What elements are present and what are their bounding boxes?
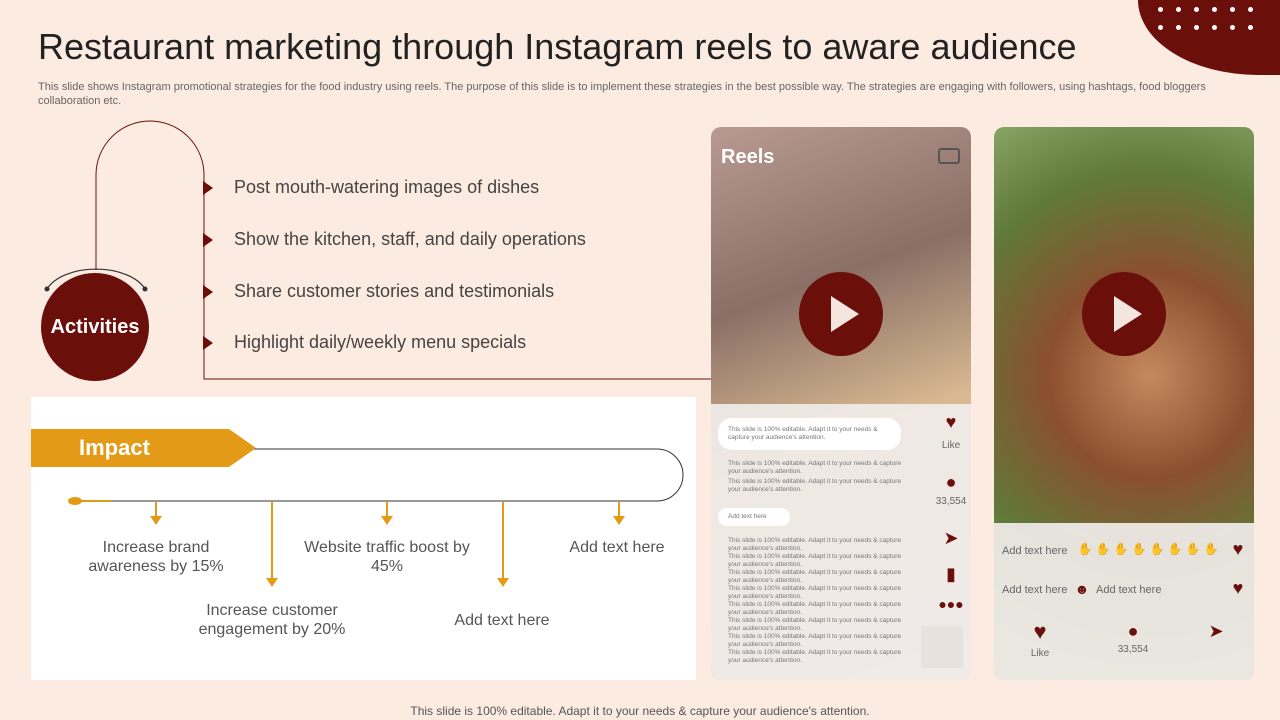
play-button[interactable] xyxy=(799,272,883,356)
like-heart-icon[interactable]: ♥ xyxy=(1033,619,1047,644)
arrow-down-icon xyxy=(613,516,625,525)
heart-icon[interactable]: ♥ xyxy=(1232,539,1244,559)
activities-badge: Activities xyxy=(41,273,149,381)
activity-item: Highlight daily/weekly menu specials xyxy=(234,332,527,352)
comment-icon[interactable]: ● xyxy=(1127,621,1139,641)
impact-timeline xyxy=(68,448,684,505)
camera-icon[interactable] xyxy=(938,148,960,164)
arrow-down-icon xyxy=(150,516,162,525)
reel-text: This slide is 100% editable. Adapt it to… xyxy=(728,649,902,664)
more-icon[interactable]: ●●● xyxy=(938,596,964,612)
reel-mockup-2: Add text here ✋ ✋ ✋ ✋ ✋ ✋ ✋ ✋ ♥ Add text here ☻… xyxy=(994,127,1254,680)
comment-count: 33,554 xyxy=(935,496,967,507)
send-icon[interactable]: ➤ xyxy=(1208,621,1224,641)
reel-text: This slide is 100% editable. Adapt it to… xyxy=(728,585,902,600)
page-subtitle: This slide shows Instagram promotional s… xyxy=(38,81,1206,107)
send-icon[interactable]: ➤ xyxy=(943,528,959,548)
bullet-marker xyxy=(203,285,213,299)
activities-connector xyxy=(44,120,711,380)
reels-title: Reels xyxy=(721,146,775,168)
bullet-marker xyxy=(203,181,213,195)
activity-item: Post mouth-watering images of dishes xyxy=(234,177,540,197)
emoji-icon: ☻ xyxy=(1074,581,1090,597)
like-label: Like xyxy=(941,440,961,451)
arrow-down-icon xyxy=(266,578,278,587)
reel-text: This slide is 100% editable. Adapt it to… xyxy=(728,553,902,568)
reel-text: This slide is 100% editable. Adapt it to… xyxy=(728,633,902,648)
bullet-marker xyxy=(203,233,213,247)
reel-mockup-1: Reels This slide is 100% editable. Adapt… xyxy=(711,127,971,680)
impact-item: Increase brand awareness by 15% xyxy=(88,539,224,575)
bookmark-icon[interactable]: ▮ xyxy=(946,564,956,584)
avatar xyxy=(921,626,963,668)
reel-text: This slide is 100% editable. Adapt it to… xyxy=(728,537,902,552)
impact-item: Add text here xyxy=(569,539,665,556)
activity-item: Show the kitchen, staff, and daily opera… xyxy=(234,229,586,249)
arrow-down-icon xyxy=(497,578,509,587)
reel-text: This slide is 100% editable. Adapt it to… xyxy=(728,460,902,475)
reel-text: This slide is 100% editable. Adapt it to… xyxy=(728,569,902,584)
comment-icon[interactable]: ● xyxy=(945,472,957,492)
reel-text: This slide is 100% editable. Adapt it to… xyxy=(728,601,902,616)
add-text: Add text here xyxy=(1002,584,1068,596)
like-label: Like xyxy=(1030,648,1050,659)
heart-icon[interactable]: ♥ xyxy=(1232,578,1244,598)
impact-item: Increase customer engagement by 20% xyxy=(198,602,346,638)
impact-item: Add text here xyxy=(454,612,550,629)
comment-count: 33,554 xyxy=(1117,644,1149,655)
arrow-down-icon xyxy=(381,516,393,525)
footer-note: This slide is 100% editable. Adapt it to… xyxy=(410,704,870,718)
corner-decoration xyxy=(1138,0,1280,75)
page-title: Restaurant marketing through Instagram r… xyxy=(38,26,1077,67)
reel-bubble-text: This slide is 100% editable. Adapt it to… xyxy=(728,426,878,441)
add-text: Add text here xyxy=(1002,545,1068,557)
heart-icon[interactable]: ♥ xyxy=(945,412,957,432)
reel-text: This slide is 100% editable. Adapt it to… xyxy=(728,617,902,632)
reel-text: This slide is 100% editable. Adapt it to… xyxy=(728,478,902,493)
impact-item: Website traffic boost by 45% xyxy=(304,539,470,575)
bullet-marker xyxy=(203,336,213,350)
impact-label: Impact xyxy=(31,429,256,467)
play-button[interactable] xyxy=(1082,272,1166,356)
add-text: Add text here xyxy=(1096,584,1162,596)
add-text-pill: Add text here xyxy=(728,513,767,520)
activity-item: Share customer stories and testimonials xyxy=(234,281,555,301)
clap-icons: ✋ ✋ ✋ ✋ ✋ ✋ ✋ ✋ xyxy=(1077,542,1219,556)
